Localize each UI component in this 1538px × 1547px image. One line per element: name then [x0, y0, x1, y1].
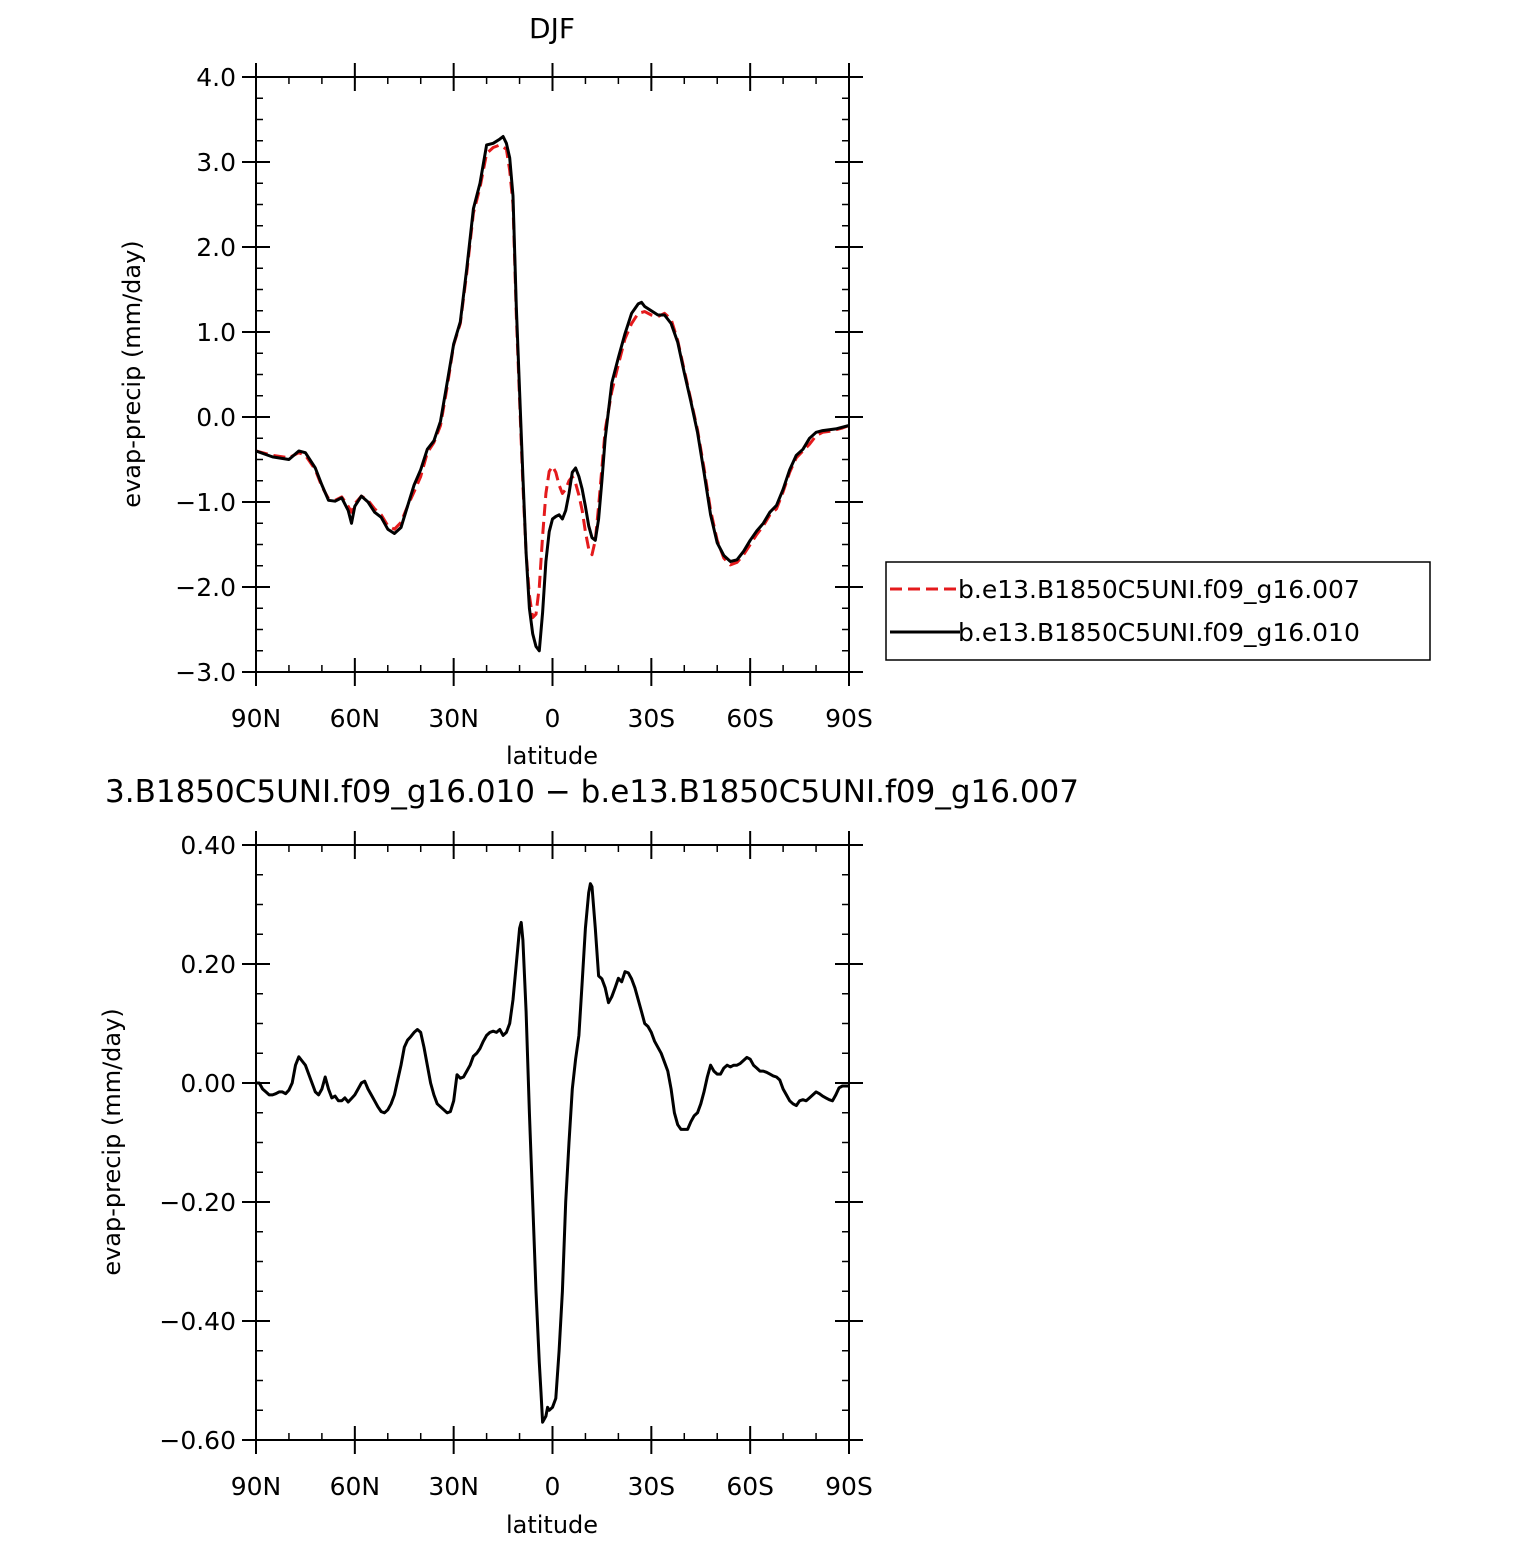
top-panel: DJF evap-precip (mm/day) latitude −3.0 −2… — [118, 12, 873, 770]
top-y-axis-label: evap-precip (mm/day) — [118, 240, 146, 507]
bottom-series-layer — [256, 882, 849, 1424]
y-tick-label: 0.0 — [196, 403, 236, 432]
x-tick-label: 30N — [428, 704, 479, 733]
y-tick-label: 0.40 — [180, 831, 236, 860]
x-tick-label: 90S — [825, 704, 873, 733]
top-plot-frame — [255, 76, 850, 673]
bottom-x-axis-label: latitude — [506, 1511, 598, 1539]
top-series-layer — [255, 135, 850, 653]
bottom-series-line-0 — [256, 882, 849, 1424]
y-tick-label: −0.60 — [159, 1426, 236, 1455]
y-tick-label: 2.0 — [196, 233, 236, 262]
top-series-line-0 — [255, 143, 850, 620]
x-tick-label: 90S — [825, 1472, 873, 1501]
y-tick-label: 4.0 — [196, 63, 236, 92]
bottom-y-axis-label: evap-precip (mm/day) — [98, 1008, 126, 1275]
x-tick-label: 60N — [330, 704, 381, 733]
x-tick-label: 60S — [726, 704, 774, 733]
bottom-panel: 3.B1850C5UNI.f09_g16.010 − b.e13.B1850C5… — [98, 774, 1079, 1539]
x-tick-label: 0 — [545, 704, 561, 733]
x-tick-label: 0 — [545, 1472, 561, 1501]
top-title: DJF — [529, 12, 575, 45]
x-tick-label: 60S — [726, 1472, 774, 1501]
x-tick-label: 60N — [330, 1472, 381, 1501]
y-tick-label: −3.0 — [175, 658, 236, 687]
x-tick-label: 90N — [231, 704, 282, 733]
y-tick-label: 3.0 — [196, 148, 236, 177]
y-tick-label: −1.0 — [175, 488, 236, 517]
bottom-y-ticks: −0.60 −0.40 −0.20 0.00 0.20 0.40 — [159, 831, 863, 1455]
legend-label-010: b.e13.B1850C5UNI.f09_g16.010 — [958, 618, 1360, 647]
y-tick-label: 0.00 — [180, 1069, 236, 1098]
legend: b.e13.B1850C5UNI.f09_g16.007 b.e13.B1850… — [885, 561, 1431, 661]
bottom-plot-frame — [255, 844, 850, 1441]
x-tick-label: 90N — [231, 1472, 282, 1501]
y-tick-label: 1.0 — [196, 318, 236, 347]
x-tick-label: 30S — [627, 704, 675, 733]
y-tick-label: 0.20 — [180, 950, 236, 979]
y-tick-label: −2.0 — [175, 573, 236, 602]
legend-box — [885, 561, 1431, 661]
bottom-title: 3.B1850C5UNI.f09_g16.010 − b.e13.B1850C5… — [105, 774, 1079, 810]
y-tick-label: −0.20 — [159, 1188, 236, 1217]
top-x-axis-label: latitude — [506, 742, 598, 770]
legend-label-007: b.e13.B1850C5UNI.f09_g16.007 — [958, 575, 1360, 604]
bottom-x-ticks: 90N 60N 30N 0 30S 60S 90S — [231, 831, 873, 1501]
x-tick-label: 30S — [627, 1472, 675, 1501]
top-x-ticks: 90N 60N 30N 0 30S 60S 90S — [231, 63, 873, 733]
x-tick-label: 30N — [428, 1472, 479, 1501]
top-series-line-1 — [255, 135, 850, 653]
y-tick-label: −0.40 — [159, 1307, 236, 1336]
